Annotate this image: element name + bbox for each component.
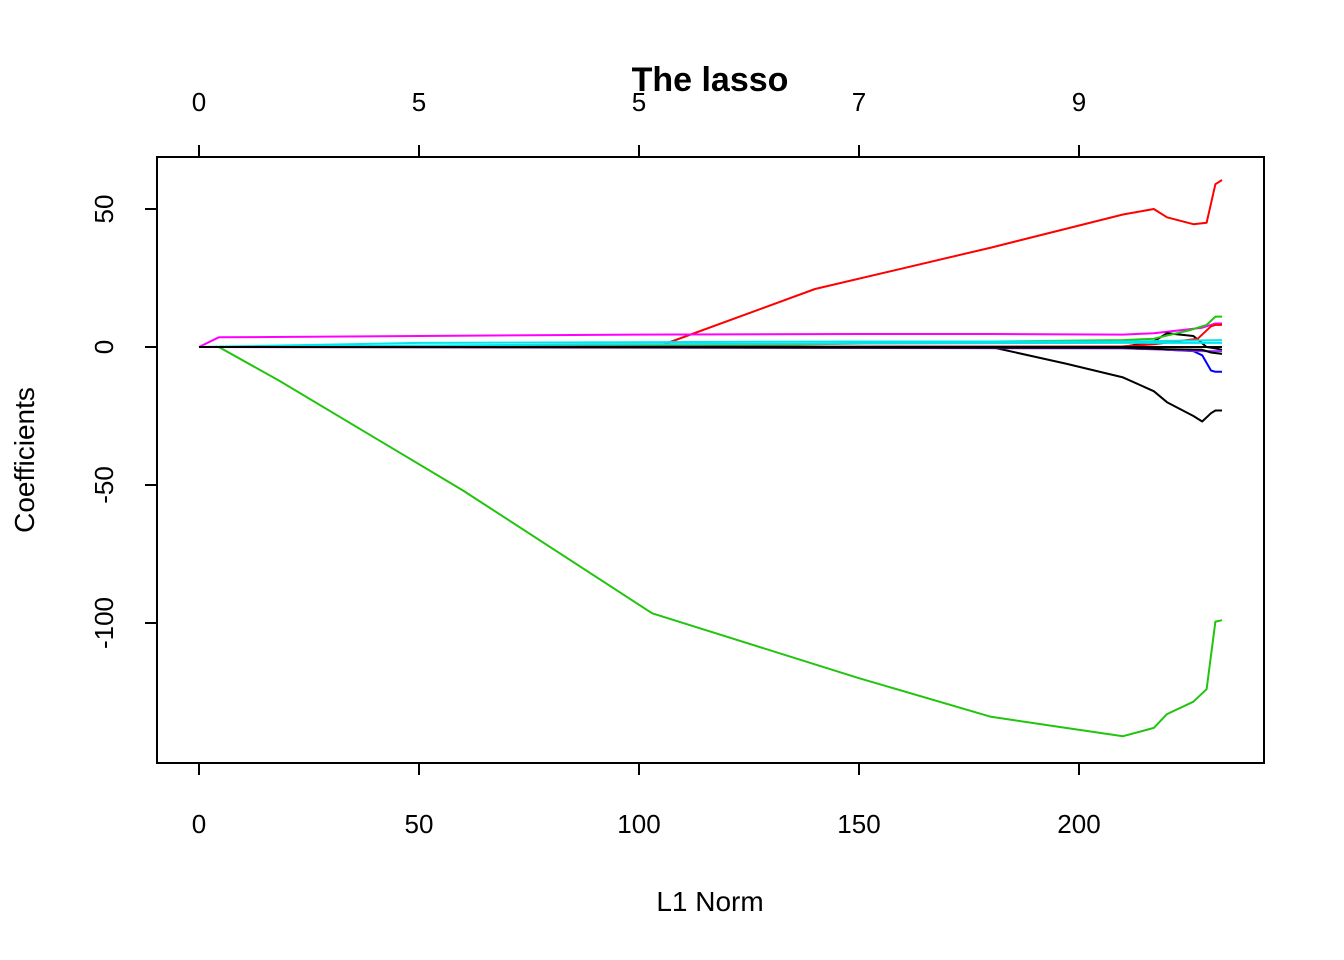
y-tick-label: -50: [89, 466, 119, 504]
x-tick-label: 200: [1057, 809, 1100, 839]
y-tick-label: 50: [89, 195, 119, 224]
top-tick-label: 7: [852, 87, 866, 117]
series-line-1: [199, 179, 1223, 348]
series-layer: [198, 179, 1223, 738]
series-line-4: [199, 346, 1222, 423]
series-line-2: [199, 346, 1223, 738]
top-tick-label: 9: [1072, 87, 1086, 117]
series-line-9: [198, 339, 1223, 348]
plot-frame: [156, 156, 1265, 764]
series-line-6: [199, 346, 1222, 373]
y-tick-label: 0: [89, 340, 119, 354]
y-tick-label: -100: [89, 597, 119, 649]
series-line-3: [198, 322, 1222, 348]
top-tick-label: 5: [412, 87, 426, 117]
x-tick-label: 150: [837, 809, 880, 839]
series-line-12: [198, 346, 1223, 355]
x-tick-label: 100: [617, 809, 660, 839]
chart-title: The lasso: [632, 61, 789, 99]
axis-layer: 0 50 100 150 200 0 5 5 7 9 50 0 -50 -100: [89, 87, 1101, 839]
x-axis-title: L1 Norm: [656, 886, 763, 917]
top-tick-label: 0: [192, 87, 206, 117]
series-line-10: [198, 341, 1222, 348]
x-tick-label: 50: [405, 809, 434, 839]
y-axis-title: Coefficients: [9, 387, 40, 533]
x-tick-label: 0: [192, 809, 206, 839]
top-tick-label: 5: [632, 87, 646, 117]
